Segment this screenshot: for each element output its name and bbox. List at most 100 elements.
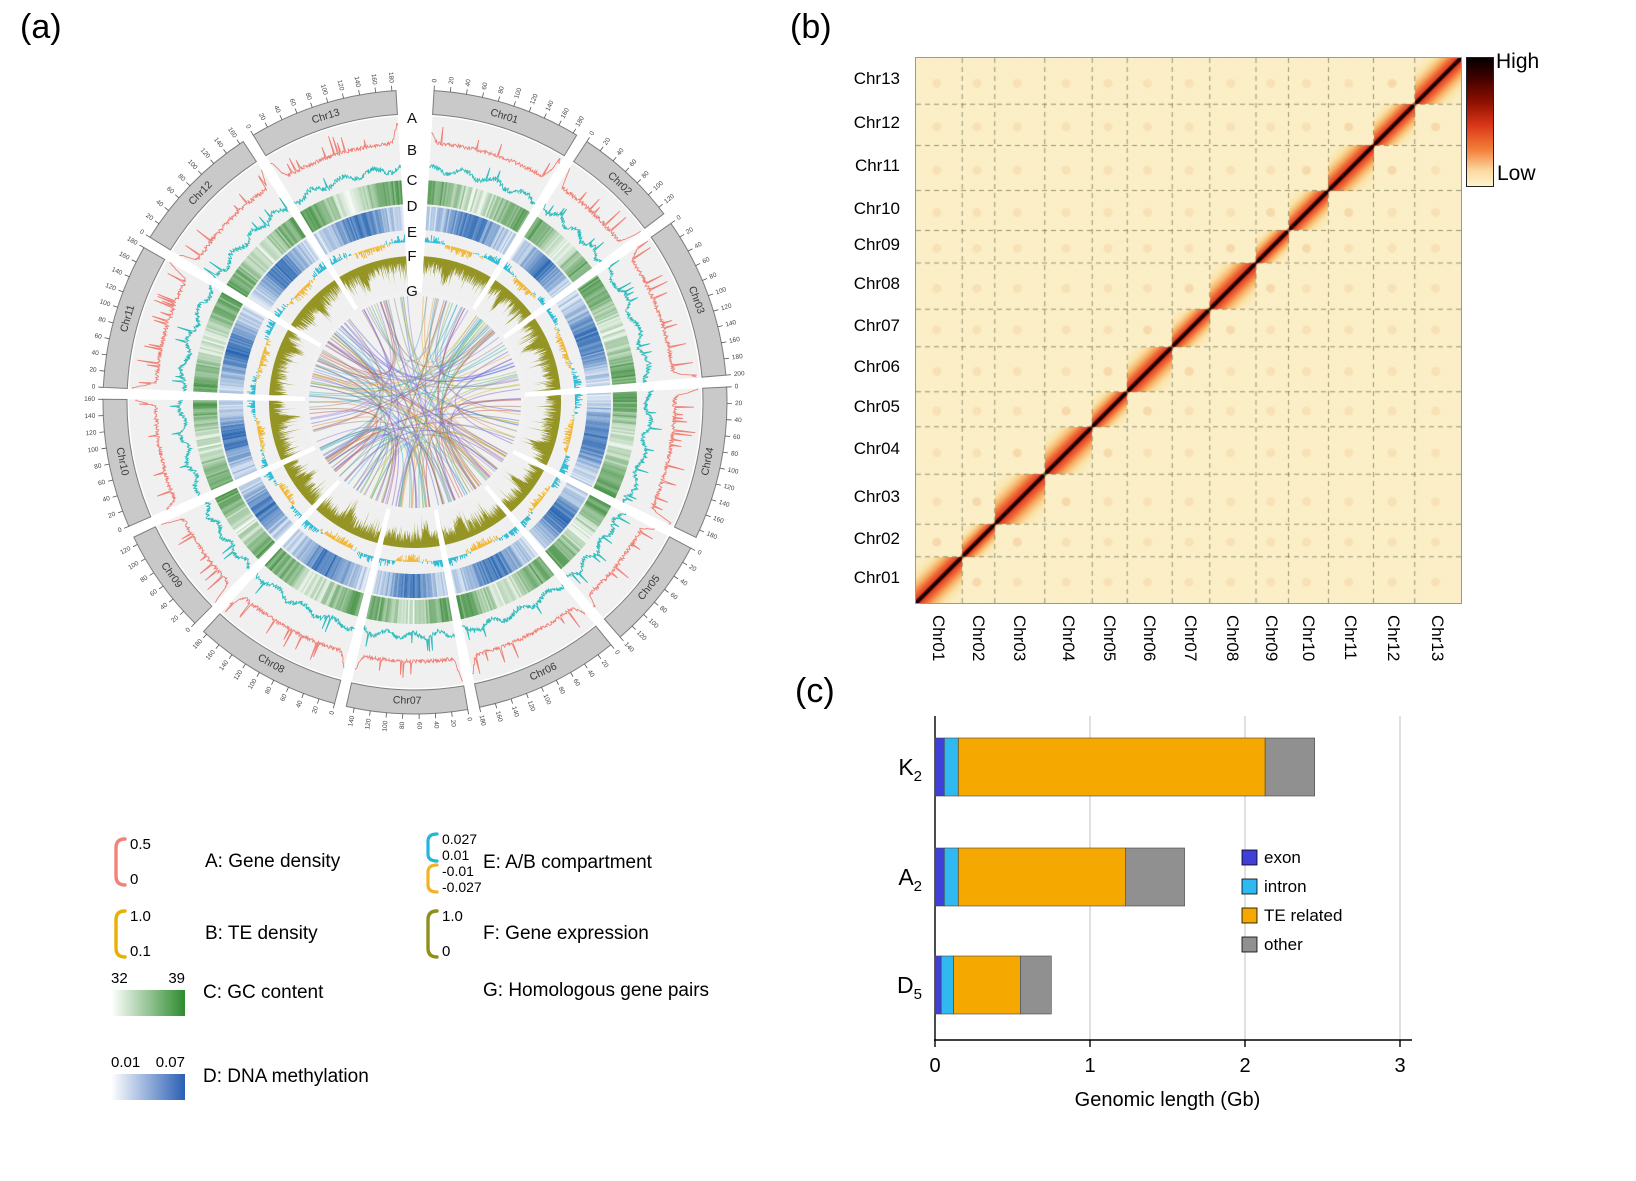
colorbar-high-label: High [1496,50,1540,73]
svg-text:80: 80 [658,605,668,615]
svg-text:80: 80 [304,92,313,101]
hic-x-label: Chr01 [929,615,949,662]
svg-text:0: 0 [676,214,683,222]
svg-text:120: 120 [529,93,540,106]
svg-text:40: 40 [694,241,704,251]
svg-text:60: 60 [149,588,159,598]
svg-text:140: 140 [347,715,356,727]
x-tick-label: 2 [1239,1055,1250,1077]
svg-text:120: 120 [723,483,736,493]
bar-D5 [934,955,1052,1015]
hic-y-label: Chr06 [853,357,900,377]
svg-text:180: 180 [574,115,586,128]
svg-text:100: 100 [652,180,665,193]
svg-text:0: 0 [465,717,473,722]
track-letter-F: F [407,248,416,265]
svg-text:80: 80 [557,686,567,696]
svg-text:140: 140 [623,641,636,654]
svg-text:60: 60 [701,256,711,266]
scale-min: 32 [111,970,128,987]
gc-content-scale: 32 39 [111,970,203,1016]
svg-text:100: 100 [87,446,99,455]
legend-item-gene-expression: 1.0 0 F: Gene expression [425,908,649,960]
svg-text:60: 60 [628,158,638,168]
panel-a-label: (a) [20,8,62,46]
svg-text:20: 20 [449,719,457,727]
scale-max: 1.0 [130,908,151,925]
scale-min: 0.1 [130,943,151,960]
svg-text:60: 60 [733,434,741,442]
svg-text:140: 140 [718,499,731,509]
colorbar-low-label: Low [1497,162,1536,185]
svg-text:120: 120 [232,669,244,682]
gene-expression-scale: 1.0 0 [425,908,483,960]
hic-y-label: Chr13 [853,69,900,89]
scale-bracket-icon [426,909,439,959]
svg-text:120: 120 [364,718,373,730]
chromosome-name: Chr04 [699,446,716,477]
svg-text:40: 40 [465,78,473,87]
hic-y-label: Chr01 [853,567,900,587]
hic-x-label: Chr04 [1058,615,1078,662]
svg-text:80: 80 [399,721,406,729]
svg-text:40: 40 [159,601,169,611]
hic-colorbar [1466,57,1494,187]
svg-text:40: 40 [734,417,742,424]
svg-text:40: 40 [678,578,688,588]
hic-y-label: Chr10 [853,198,900,218]
svg-text:0: 0 [92,383,96,390]
svg-text:100: 100 [319,83,329,96]
svg-text:20: 20 [448,76,456,84]
svg-text:0: 0 [734,383,738,390]
legend-label: C: GC content [203,982,324,1003]
svg-text:120: 120 [526,700,537,713]
scale-value: 0.01 [442,847,470,863]
svg-text:80: 80 [176,173,186,183]
svg-text:20: 20 [89,366,97,374]
svg-text:100: 100 [513,87,523,100]
svg-text:80: 80 [730,450,739,458]
legend-item-gc-content: 32 39 C: GC content [111,970,323,1016]
svg-text:180: 180 [387,72,395,84]
svg-text:40: 40 [102,495,111,504]
svg-text:180: 180 [126,235,139,247]
hic-x-label: Chr10 [1298,615,1318,662]
svg-text:160: 160 [729,336,741,345]
ab-compartment-scale: 0.027 0.01 -0.01 -0.027 [425,832,483,894]
legend-label: E: A/B compartment [483,852,652,873]
legend-swatch-TE related [1241,907,1258,924]
track-letter-C: C [407,172,418,189]
chromosome-Chr07: 0 20 40 60 80 100 120 140 Chr07 [345,509,473,732]
svg-text:160: 160 [494,710,504,723]
svg-text:160: 160 [205,649,217,662]
hic-y-label: Chr04 [853,438,900,458]
panel-c-label: (c) [795,672,835,710]
hic-x-label: Chr08 [1222,615,1242,662]
scale-max: 1.0 [442,908,463,925]
svg-text:140: 140 [84,413,96,420]
svg-text:120: 120 [119,545,132,556]
svg-text:20: 20 [144,212,154,222]
svg-text:120: 120 [104,282,117,293]
svg-text:140: 140 [212,136,224,149]
hic-x-label: Chr03 [1009,615,1029,662]
legend-label: B: TE density [205,923,318,944]
svg-text:20: 20 [602,136,612,146]
scale-min: 0.01 [111,1054,141,1071]
svg-text:100: 100 [247,677,259,690]
svg-text:140: 140 [110,266,123,277]
svg-text:20: 20 [311,705,320,714]
legend-swatch-intron [1241,878,1258,895]
hic-x-label: Chr11 [1341,615,1360,661]
svg-text:40: 40 [295,699,304,709]
scale-bracket-icon [114,837,127,887]
svg-text:80: 80 [139,574,149,584]
hic-x-label: Chr12 [1384,615,1404,662]
chromosome-name: Chr07 [393,694,422,707]
